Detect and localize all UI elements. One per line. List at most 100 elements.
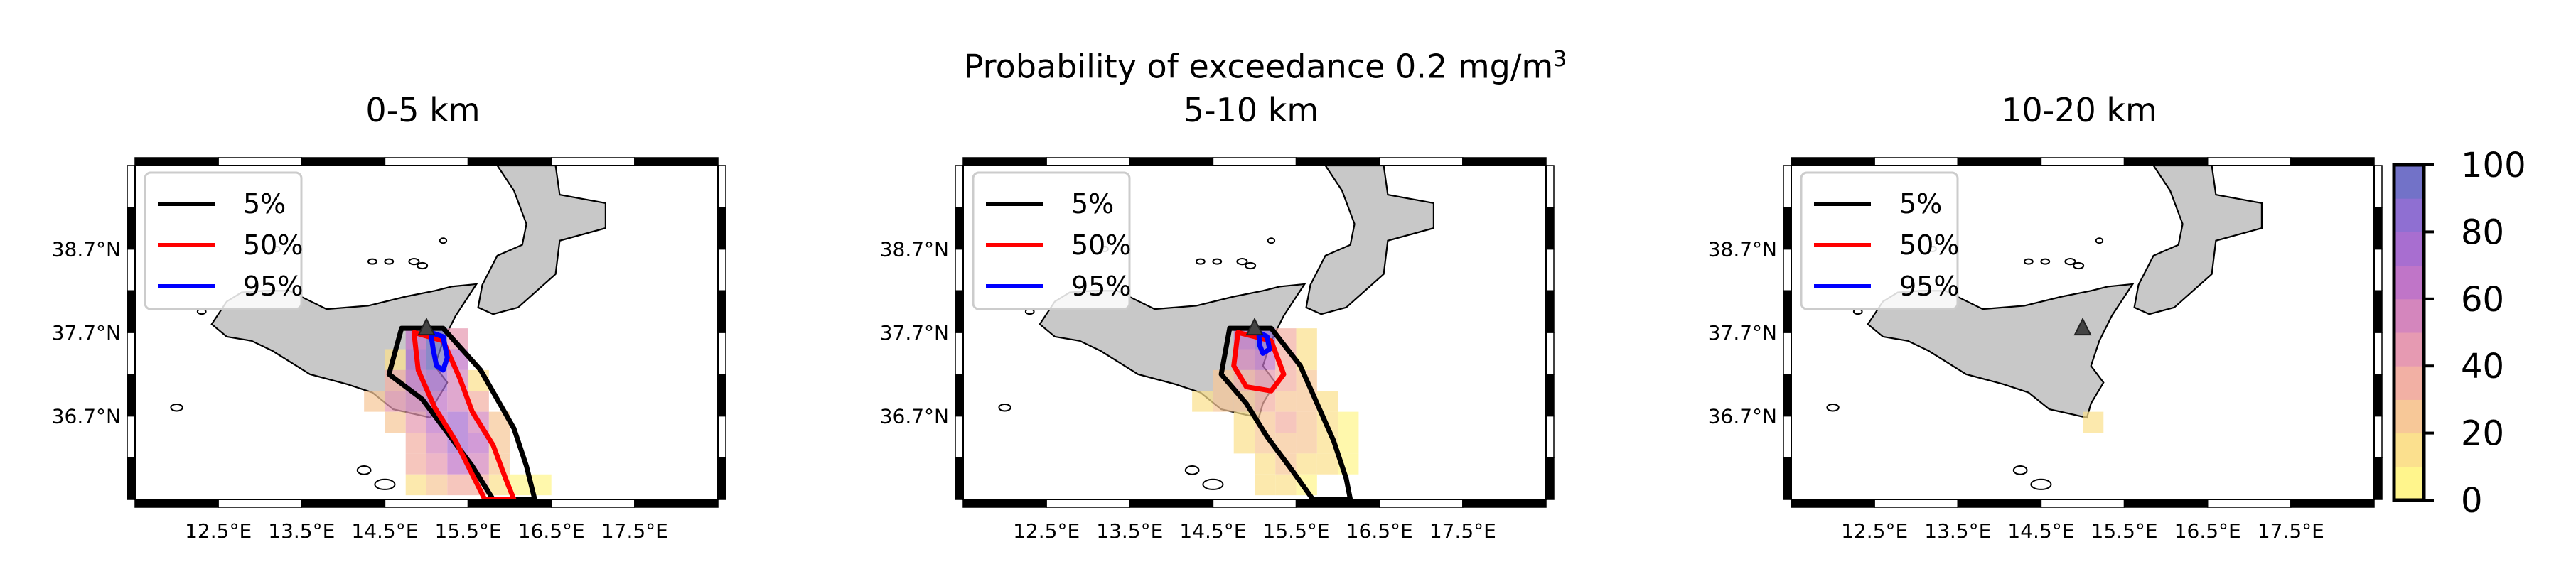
frame-segment (1783, 415, 1792, 458)
island-5 (170, 404, 183, 412)
y-tick-label: 38.7°N (1708, 238, 1777, 261)
frame-segment (717, 332, 726, 375)
frame-segment (134, 157, 219, 166)
island-5 (998, 404, 1011, 412)
frame-segment (634, 157, 719, 166)
heatmap-cell (1316, 453, 1338, 475)
contour-5pct (1218, 325, 1353, 499)
heatmap-cell (1233, 433, 1255, 454)
frame-segment (1545, 290, 1555, 333)
heatmap-cell (1275, 474, 1297, 496)
panel-title-2: 10-20 km (2001, 91, 2157, 129)
legend-box (1800, 171, 1959, 310)
heatmap-cell (1296, 433, 1317, 454)
y-tick-label: 38.7°N (880, 238, 949, 261)
frame-segment (218, 499, 303, 508)
colorbar-level (2394, 165, 2424, 199)
contour-95pct (428, 330, 450, 373)
legend-label: 5% (1071, 188, 1114, 220)
frame-segment (1129, 499, 1214, 508)
y-tick-label: 36.7°N (1708, 405, 1777, 428)
land-calabria (1305, 166, 1435, 315)
frame-segment (2373, 248, 2383, 291)
contour-95pct (1256, 330, 1272, 356)
frame-segment (955, 207, 964, 250)
island-0 (2073, 261, 2085, 270)
plot-border (134, 165, 719, 500)
legend-label: 95% (1071, 271, 1131, 302)
island-2 (384, 258, 395, 265)
frame-segment (467, 499, 552, 508)
frame-segment (1545, 415, 1555, 458)
frame-segment (384, 157, 469, 166)
island-6 (1202, 478, 1224, 490)
frame-segment (1129, 157, 1214, 166)
frame-segment (1874, 157, 1959, 166)
figure-title-superscript: 3 (1553, 47, 1567, 72)
heatmap-cell (1275, 391, 1297, 412)
frame-segment (218, 157, 303, 166)
frame-segment (127, 248, 136, 291)
heatmap-cell (405, 453, 426, 475)
frame-segment (1545, 457, 1555, 500)
legend-label: 5% (1899, 188, 1942, 220)
frame-segment (717, 290, 726, 333)
island-0 (417, 261, 429, 270)
frame-segment (127, 332, 136, 375)
heatmap-cell (364, 391, 385, 412)
frame-segment (2373, 374, 2383, 417)
island-1 (1236, 258, 1248, 266)
frame-segment (467, 157, 552, 166)
x-tick-label: 12.5°E (1841, 519, 1908, 543)
x-tick-label: 15.5°E (435, 519, 502, 543)
legend-label: 50% (1071, 229, 1131, 261)
plot-border (1791, 165, 2375, 500)
x-tick-label: 16.5°E (2174, 519, 2241, 543)
frame-segment (955, 332, 964, 375)
frame-segment (2373, 457, 2383, 500)
frame-segment (955, 165, 964, 208)
colorbar: 0 20 40 60 80 100 (2392, 146, 2526, 521)
frame-segment (550, 499, 635, 508)
colorbar-tick-label: 20 (2461, 414, 2504, 454)
volcano-vent-marker (2073, 317, 2092, 336)
y-tick-label: 36.7°N (880, 405, 949, 428)
frame-segment (955, 248, 964, 291)
island-1 (408, 258, 420, 266)
island-6 (374, 478, 396, 490)
heatmap-cell (426, 369, 448, 391)
frame-segment (127, 374, 136, 417)
frame-segment (1212, 499, 1297, 508)
heatmap-cell (1296, 411, 1317, 433)
colorbar-level (2394, 466, 2424, 501)
colorbar-level (2394, 332, 2424, 367)
island-7 (356, 465, 372, 475)
heatmap-cell (1338, 411, 1359, 433)
frame-segment (1783, 207, 1792, 250)
frame-segment (1957, 499, 2042, 508)
frame-segment (134, 499, 219, 508)
x-tick-label: 14.5°E (2007, 519, 2074, 543)
frame-segment (1046, 157, 1131, 166)
frame-segment (1378, 157, 1464, 166)
heatmap-cell (405, 411, 426, 433)
frame-segment (955, 457, 964, 500)
frame-segment (1545, 207, 1555, 250)
island-3 (1196, 258, 1206, 265)
contour-50pct (411, 330, 517, 499)
heatmap-cell (2083, 411, 2104, 433)
colorbar-level (2394, 399, 2424, 434)
island-2 (1212, 258, 1223, 265)
y-tick-label: 36.7°N (52, 405, 121, 428)
island-4 (2095, 237, 2104, 244)
frame-segment (2290, 157, 2375, 166)
colorbar-level (2394, 298, 2424, 333)
volcano-vent-marker (417, 317, 436, 336)
frame-segment (2123, 499, 2209, 508)
map-panel-1: 12.5°E 13.5°E 14.5°E 15.5°E 16.5°E 17.5°E 38.7… (880, 157, 1555, 543)
frame-segment (301, 157, 386, 166)
frame-segment (1295, 157, 1380, 166)
colorbar-level (2394, 366, 2424, 400)
heatmap-cell (1255, 453, 1276, 475)
island-4 (439, 237, 448, 244)
